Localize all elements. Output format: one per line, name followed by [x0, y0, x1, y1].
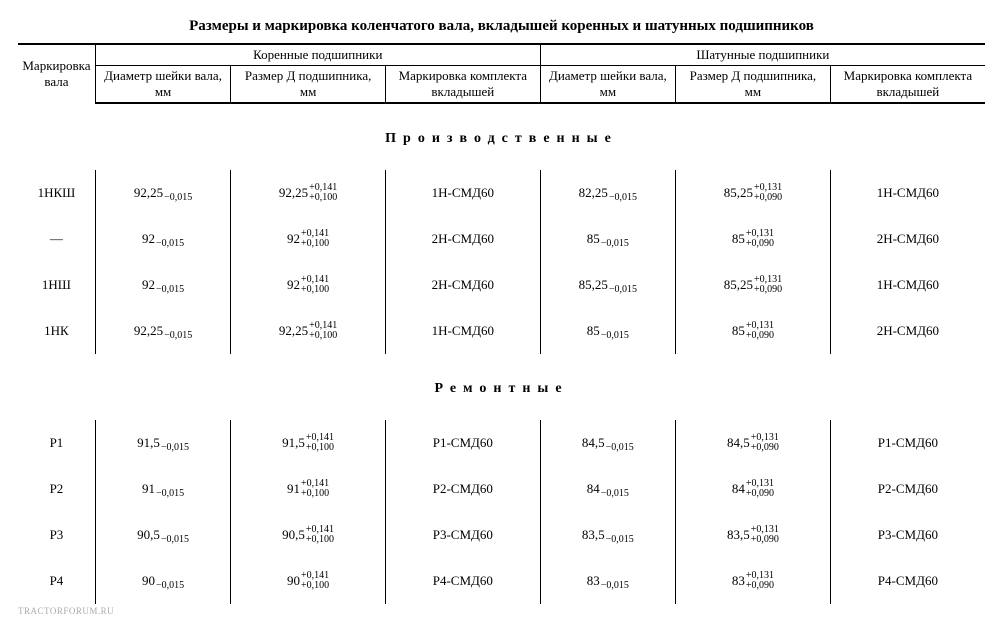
cell-rod-size: 83,5+0,131+0,090 [676, 512, 831, 558]
cell-main-size: 92,25+0,141+0,100 [231, 170, 386, 216]
cell-rod-kit: Р4-СМД60 [830, 558, 985, 604]
table-row: Р490−0,01590+0,141+0,100Р4-СМД6083−0,015… [18, 558, 985, 604]
cell-main-dia: 91−0,015 [95, 466, 230, 512]
table-row: —92−0,01592+0,141+0,1002Н-СМД6085−0,0158… [18, 216, 985, 262]
th-rod-size: Размер Д подшип­ника, мм [676, 66, 831, 104]
cell-main-dia: 91,5−0,015 [95, 420, 230, 466]
cell-rod-size: 85+0,131+0,090 [676, 308, 831, 354]
page-title: Размеры и маркировка коленчатого вала, в… [18, 18, 985, 35]
cell-main-size: 91,5+0,141+0,100 [231, 420, 386, 466]
th-rod-dia: Диаметр шейки вала, мм [540, 66, 675, 104]
cell-rod-size: 85,25+0,131+0,090 [676, 262, 831, 308]
cell-rod-dia: 83−0,015 [540, 558, 675, 604]
cell-main-kit: Р4-СМД60 [385, 558, 540, 604]
table-row: 1НКШ92,25−0,01592,25+0,141+0,1001Н-СМД60… [18, 170, 985, 216]
th-main-dia: Диаметр шейки вала, мм [95, 66, 230, 104]
cell-main-dia: 92−0,015 [95, 216, 230, 262]
cell-mark: Р3 [18, 512, 95, 558]
cell-mark: 1НШ [18, 262, 95, 308]
section-repair: Ремонтные [18, 354, 985, 420]
cell-main-kit: Р3-СМД60 [385, 512, 540, 558]
bearing-table: Марки­ров­ка вала Коренные подшипники Ша… [18, 43, 985, 604]
table-row: 1НШ92−0,01592+0,141+0,1002Н-СМД6085,25−0… [18, 262, 985, 308]
cell-rod-size: 85+0,131+0,090 [676, 216, 831, 262]
cell-mark: Р1 [18, 420, 95, 466]
cell-mark: — [18, 216, 95, 262]
cell-rod-kit: 1Н-СМД60 [830, 170, 985, 216]
cell-main-dia: 90−0,015 [95, 558, 230, 604]
cell-rod-size: 84+0,131+0,090 [676, 466, 831, 512]
cell-main-size: 92+0,141+0,100 [231, 262, 386, 308]
section-prod: Производственные [18, 103, 985, 170]
cell-main-kit: 2Н-СМД60 [385, 262, 540, 308]
cell-rod-size: 84,5+0,131+0,090 [676, 420, 831, 466]
th-main-kit: Маркировка комп­лекта вкладышей [385, 66, 540, 104]
cell-rod-dia: 85,25−0,015 [540, 262, 675, 308]
cell-rod-kit: Р2-СМД60 [830, 466, 985, 512]
cell-rod-kit: Р1-СМД60 [830, 420, 985, 466]
cell-rod-size: 83+0,131+0,090 [676, 558, 831, 604]
table-row: Р291−0,01591+0,141+0,100Р2-СМД6084−0,015… [18, 466, 985, 512]
cell-main-size: 90+0,141+0,100 [231, 558, 386, 604]
cell-mark: Р2 [18, 466, 95, 512]
cell-main-dia: 92,25−0,015 [95, 308, 230, 354]
cell-main-kit: Р2-СМД60 [385, 466, 540, 512]
cell-main-dia: 92,25−0,015 [95, 170, 230, 216]
cell-main-dia: 90,5−0,015 [95, 512, 230, 558]
cell-main-kit: Р1-СМД60 [385, 420, 540, 466]
cell-main-size: 92+0,141+0,100 [231, 216, 386, 262]
table-row: Р191,5−0,01591,5+0,141+0,100Р1-СМД6084,5… [18, 420, 985, 466]
cell-main-dia: 92−0,015 [95, 262, 230, 308]
th-main-size: Размер Д подшип­ника, мм [231, 66, 386, 104]
cell-main-size: 92,25+0,141+0,100 [231, 308, 386, 354]
cell-rod-dia: 85−0,015 [540, 216, 675, 262]
table-body: Производственные1НКШ92,25−0,01592,25+0,1… [18, 103, 985, 604]
cell-main-size: 91+0,141+0,100 [231, 466, 386, 512]
cell-rod-dia: 85−0,015 [540, 308, 675, 354]
cell-main-size: 90,5+0,141+0,100 [231, 512, 386, 558]
cell-main-kit: 1Н-СМД60 [385, 308, 540, 354]
cell-rod-size: 85,25+0,131+0,090 [676, 170, 831, 216]
cell-rod-kit: Р3-СМД60 [830, 512, 985, 558]
cell-mark: 1НКШ [18, 170, 95, 216]
th-rod-group: Шатунные подшипники [540, 44, 985, 66]
cell-rod-kit: 2Н-СМД60 [830, 216, 985, 262]
cell-mark: 1НК [18, 308, 95, 354]
table-row: Р390,5−0,01590,5+0,141+0,100Р3-СМД6083,5… [18, 512, 985, 558]
cell-mark: Р4 [18, 558, 95, 604]
cell-rod-dia: 83,5−0,015 [540, 512, 675, 558]
cell-rod-kit: 2Н-СМД60 [830, 308, 985, 354]
cell-rod-kit: 1Н-СМД60 [830, 262, 985, 308]
th-main-group: Коренные подшипники [95, 44, 540, 66]
th-mark: Марки­ров­ка вала [18, 44, 95, 103]
cell-rod-dia: 82,25−0,015 [540, 170, 675, 216]
cell-rod-dia: 84,5−0,015 [540, 420, 675, 466]
cell-main-kit: 2Н-СМД60 [385, 216, 540, 262]
cell-main-kit: 1Н-СМД60 [385, 170, 540, 216]
cell-rod-dia: 84−0,015 [540, 466, 675, 512]
th-rod-kit: Маркировка комп­лекта вкладышей [830, 66, 985, 104]
table-row: 1НК92,25−0,01592,25+0,141+0,1001Н-СМД608… [18, 308, 985, 354]
watermark: TRACTORFORUM.RU [18, 606, 985, 616]
